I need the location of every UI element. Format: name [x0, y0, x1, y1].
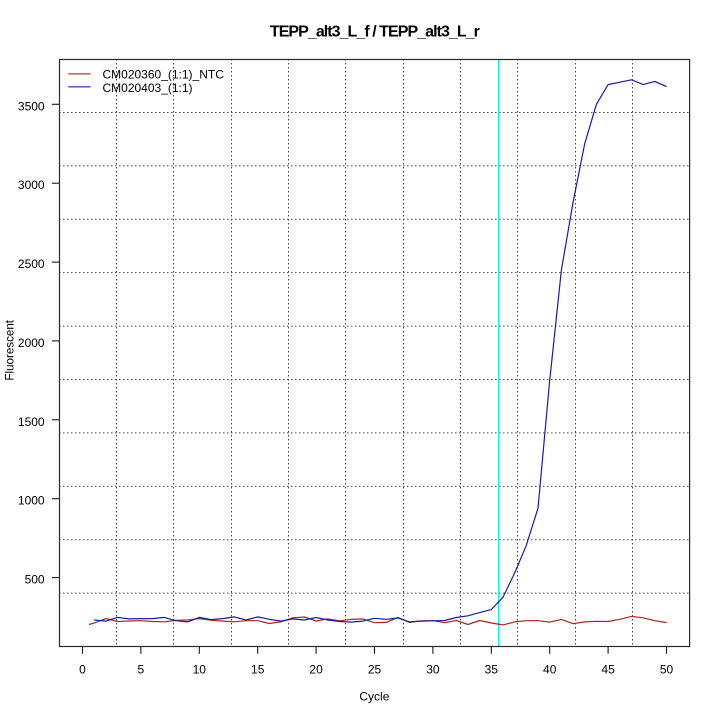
svg-text:2500: 2500 [18, 257, 45, 271]
svg-text:CM020360_(1:1)_NTC: CM020360_(1:1)_NTC [103, 67, 225, 81]
svg-text:25: 25 [368, 662, 382, 676]
svg-text:10: 10 [193, 662, 207, 676]
svg-text:50: 50 [660, 662, 674, 676]
svg-text:500: 500 [25, 573, 45, 587]
svg-text:0: 0 [79, 662, 86, 676]
svg-text:Fluorescent: Fluorescent [3, 319, 16, 380]
svg-text:3500: 3500 [18, 99, 45, 113]
svg-text:5: 5 [138, 662, 145, 676]
svg-text:CM020403_(1:1): CM020403_(1:1) [103, 81, 193, 95]
svg-text:45: 45 [601, 662, 615, 676]
svg-text:30: 30 [426, 662, 440, 676]
svg-text:Cycle: Cycle [359, 690, 389, 704]
svg-text:3000: 3000 [18, 178, 45, 192]
svg-text:1500: 1500 [18, 415, 45, 429]
svg-text:TEPP_alt3_L_f / TEPP_alt3_L_r: TEPP_alt3_L_f / TEPP_alt3_L_r [270, 24, 480, 41]
svg-text:15: 15 [251, 662, 265, 676]
svg-text:1000: 1000 [18, 494, 45, 508]
svg-text:2000: 2000 [18, 336, 45, 350]
svg-text:35: 35 [485, 662, 499, 676]
svg-text:40: 40 [543, 662, 557, 676]
svg-text:20: 20 [309, 662, 323, 676]
